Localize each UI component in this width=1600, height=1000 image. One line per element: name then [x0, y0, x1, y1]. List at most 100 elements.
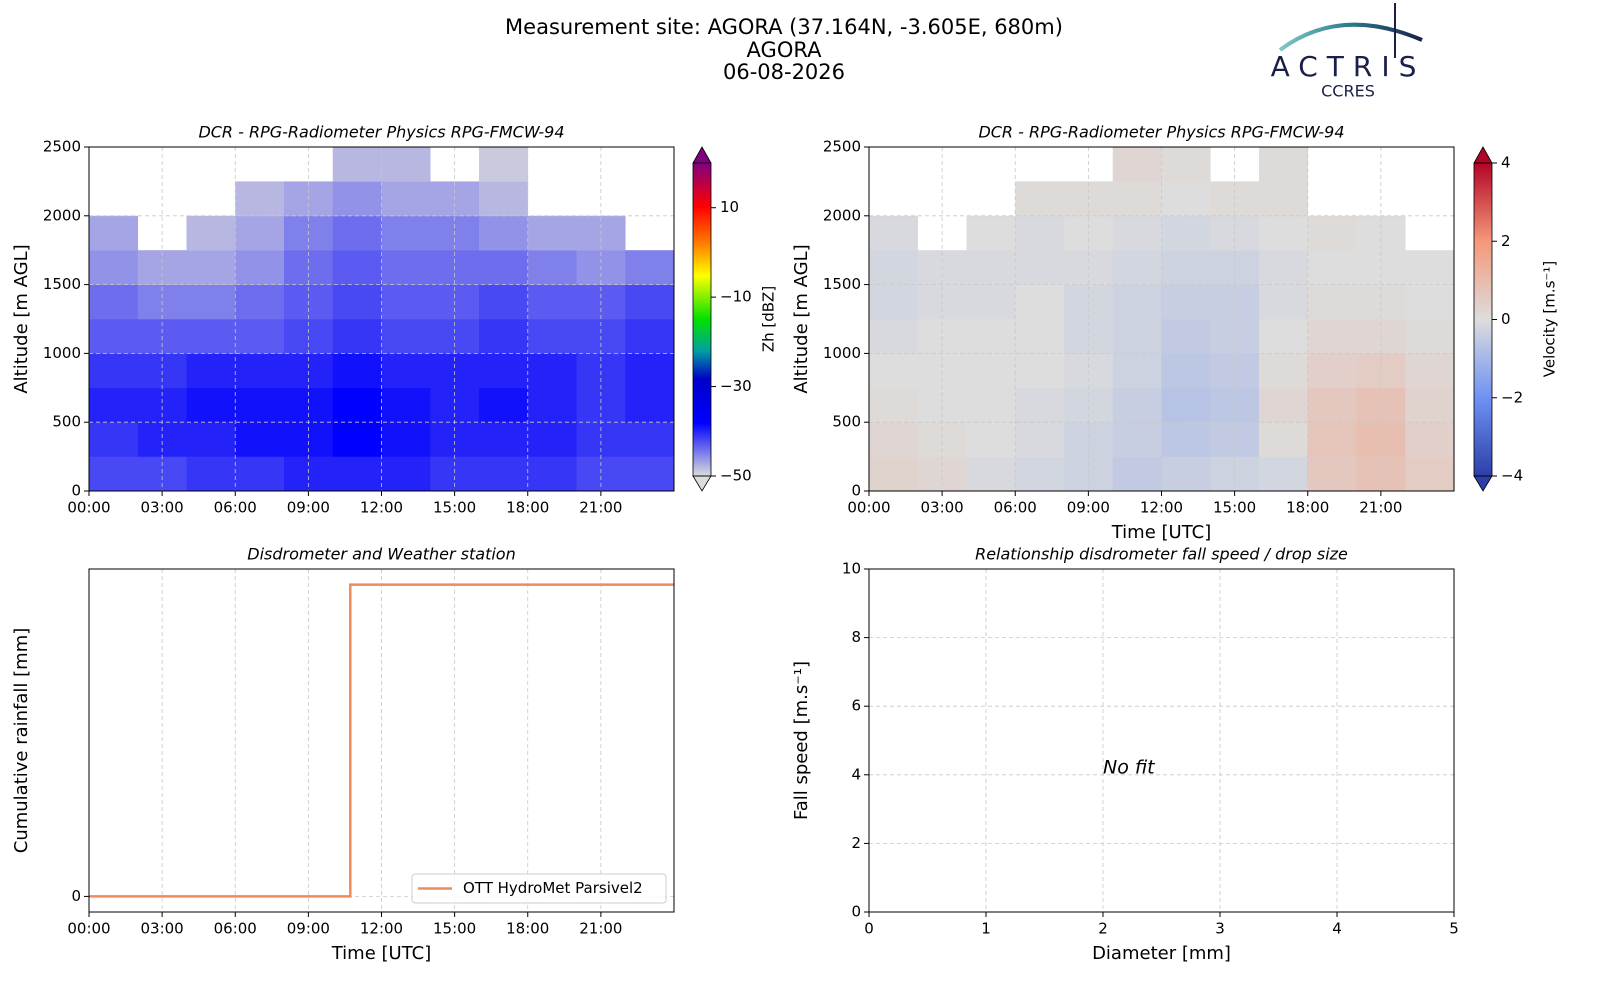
heatmap-cell — [186, 284, 236, 320]
heatmap-cell — [332, 147, 382, 182]
x-tick-label: 09:00 — [287, 499, 330, 517]
heatmap-cell — [186, 387, 236, 423]
heatmap-cell — [527, 250, 577, 285]
y-tick-label: 2500 — [823, 138, 861, 156]
heatmap-cell — [479, 181, 529, 217]
heatmap-cell — [1259, 250, 1309, 285]
axes-frame — [88, 568, 675, 913]
x-tick-label: 21:00 — [1359, 499, 1402, 517]
x-tick-label: 21:00 — [579, 499, 622, 517]
y-tick-label: 2000 — [43, 206, 81, 224]
subplot: DCR - RPG-Radiometer Physics RPG-FMCW-94… — [791, 123, 1559, 544]
heatmap-cell — [479, 422, 529, 457]
x-tick-label: 06:00 — [214, 499, 257, 517]
y-tick-label: 8 — [851, 628, 861, 646]
heatmap-cell — [332, 353, 382, 389]
heatmap-cell — [1112, 284, 1162, 320]
heatmap-cell — [966, 387, 1016, 423]
heatmap-cell — [527, 422, 577, 457]
heatmap-cell — [381, 284, 431, 320]
heatmap-cell — [869, 284, 919, 320]
heatmap-cell — [1307, 284, 1357, 320]
x-tick-label: 03:00 — [141, 920, 184, 938]
page-title: Measurement site: AGORA (37.164N, -3.605… — [505, 15, 1063, 39]
x-tick-label: 18:00 — [506, 920, 549, 938]
legend-label: OTT HydroMet Parsivel2 — [463, 879, 643, 897]
heatmap-cell — [527, 215, 577, 251]
heatmap-cell — [235, 319, 285, 354]
heatmap-cell — [1015, 422, 1065, 457]
heatmap-cell — [332, 215, 382, 251]
x-tick-label: 18:00 — [506, 499, 549, 517]
y-tick-label: 0 — [851, 903, 861, 921]
heatmap-cell — [966, 353, 1016, 389]
x-tick-label: 5 — [1449, 920, 1459, 938]
heatmap-cell — [966, 284, 1016, 320]
x-tick-label: 06:00 — [214, 920, 257, 938]
heatmap-cell — [1259, 422, 1309, 457]
colorbar-tick-label: 10 — [720, 198, 739, 216]
heatmap-cell — [1405, 353, 1455, 389]
heatmap-cell — [966, 250, 1016, 285]
x-tick-label: 00:00 — [67, 499, 110, 517]
heatmap-cell — [869, 319, 919, 354]
heatmap-cell — [1161, 422, 1211, 457]
y-axis-label: Fall speed [m.s⁻¹] — [791, 661, 812, 820]
heatmap-cell — [186, 250, 236, 285]
heatmap-cell — [332, 250, 382, 285]
heatmap-cell — [1161, 456, 1211, 492]
heatmap-cell — [1307, 422, 1357, 457]
heatmap-cell — [527, 319, 577, 354]
heatmap-cell — [1405, 319, 1455, 354]
heatmap-cell — [869, 250, 919, 285]
subplot-title: DCR - RPG-Radiometer Physics RPG-FMCW-94 — [978, 123, 1344, 142]
y-tick-label: 1000 — [823, 344, 861, 362]
heatmap-cell — [235, 353, 285, 389]
y-tick-label: 6 — [851, 697, 861, 715]
heatmap-cell — [1112, 422, 1162, 457]
heatmap-cell — [235, 387, 285, 423]
heatmap-cell — [332, 387, 382, 423]
x-tick-label: 03:00 — [921, 499, 964, 517]
heatmap-cell — [1307, 250, 1357, 285]
colorbar — [1474, 163, 1492, 476]
colorbar-extend — [1473, 475, 1493, 492]
colorbar-tick-label: 0 — [1501, 310, 1511, 328]
colorbar-label: Velocity [m.s⁻¹] — [1541, 261, 1559, 377]
logo-arc — [1278, 22, 1423, 52]
colorbar-tick-label: 2 — [1501, 232, 1511, 250]
heatmap-cell — [1112, 353, 1162, 389]
heatmap-cell — [1259, 319, 1309, 354]
colorbar-tick-label: −10 — [720, 288, 752, 306]
legend-box — [411, 873, 667, 904]
logo: ACTRIS CCRES — [1271, 3, 1423, 101]
heatmap-cell — [966, 456, 1016, 492]
heatmap-cell — [235, 181, 285, 217]
colorbar-label: Zh [dBZ] — [760, 286, 778, 352]
x-tick-label: 15:00 — [1213, 499, 1256, 517]
heatmap-cell — [89, 319, 139, 354]
heatmap-cell — [527, 353, 577, 389]
heatmap-cell — [186, 319, 236, 354]
heatmap-cell — [966, 422, 1016, 457]
heatmap-cell — [869, 456, 919, 492]
heatmap-cell — [89, 353, 139, 389]
heatmap-cell — [1112, 387, 1162, 423]
heatmap-cell — [235, 215, 285, 251]
heatmap-cell — [1015, 353, 1065, 389]
y-axis-label: Cumulative rainfall [mm] — [11, 628, 32, 854]
y-axis-label: Altitude [m AGL] — [791, 244, 812, 393]
heatmap-cell — [869, 387, 919, 423]
x-tick-label: 12:00 — [1140, 499, 1183, 517]
heatmap-cell — [869, 353, 919, 389]
heatmap-cell — [1161, 181, 1211, 217]
colorbar-tick-label: −2 — [1501, 388, 1523, 406]
page-date: 06-08-2026 — [723, 60, 845, 84]
heatmap-cell — [479, 456, 529, 492]
heatmap-cell — [479, 147, 529, 182]
y-tick-label: 0 — [71, 482, 81, 500]
heatmap-cell — [1259, 284, 1309, 320]
heatmap-cell — [869, 215, 919, 251]
heatmap-cell — [1405, 250, 1455, 285]
x-tick-label: 06:00 — [994, 499, 1037, 517]
